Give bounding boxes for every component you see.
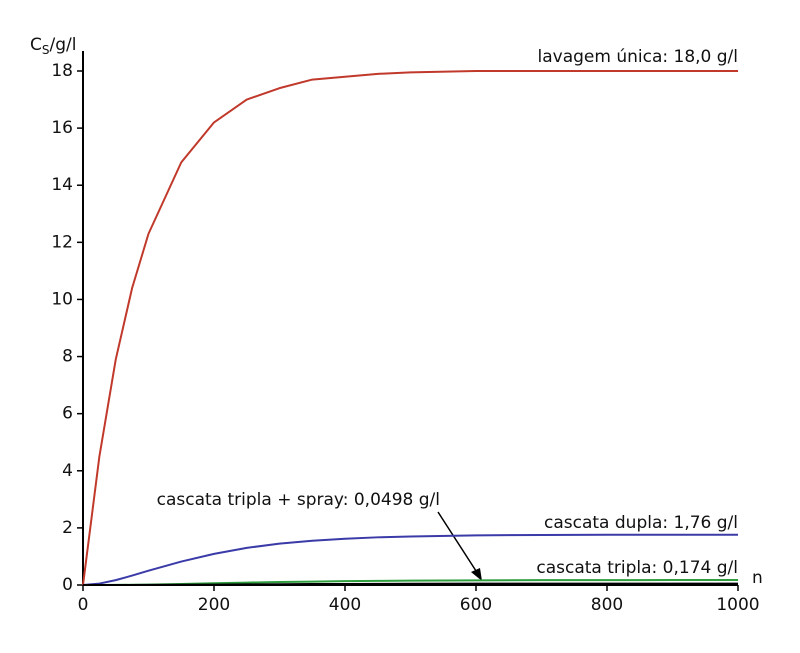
arrow-head bbox=[471, 568, 482, 581]
series-line bbox=[83, 582, 739, 586]
series-line bbox=[82, 533, 738, 586]
y-label-sub: S bbox=[42, 43, 50, 57]
y-tick-label: 10 bbox=[51, 289, 73, 309]
y-tick-label: 2 bbox=[62, 518, 73, 538]
y-tick-label: 16 bbox=[51, 118, 73, 138]
y-tick-label: 4 bbox=[62, 461, 73, 481]
y-label-main: C bbox=[30, 35, 42, 55]
series-label: cascata tripla: 0,174 g/l bbox=[536, 558, 738, 578]
series-label: lavagem única: 18,0 g/l bbox=[538, 47, 739, 67]
y-tick-label: 14 bbox=[51, 175, 73, 195]
y-label-unit: /g/l bbox=[50, 35, 77, 55]
y-axis-label: CS/g/l bbox=[30, 35, 76, 57]
x-tick-label: 0 bbox=[78, 595, 89, 615]
y-tick-label: 6 bbox=[62, 404, 73, 424]
series-label: cascata tripla + spray: 0,0498 g/l bbox=[157, 490, 440, 510]
x-tick-label: 400 bbox=[329, 595, 361, 615]
series-line bbox=[82, 70, 738, 586]
y-tick-label: 8 bbox=[62, 347, 73, 367]
y-tick-label: 12 bbox=[51, 232, 73, 252]
y-tick-label: 0 bbox=[62, 575, 73, 595]
x-axis-label: n bbox=[752, 568, 763, 588]
x-tick-label: 200 bbox=[198, 595, 230, 615]
annotation-arrow bbox=[437, 511, 479, 575]
x-tick-label: 600 bbox=[460, 595, 492, 615]
x-tick-label: 800 bbox=[591, 595, 623, 615]
x-tick-label: 1000 bbox=[716, 595, 759, 615]
y-tick-label: 18 bbox=[51, 61, 73, 81]
series-label: cascata dupla: 1,76 g/l bbox=[544, 513, 738, 533]
